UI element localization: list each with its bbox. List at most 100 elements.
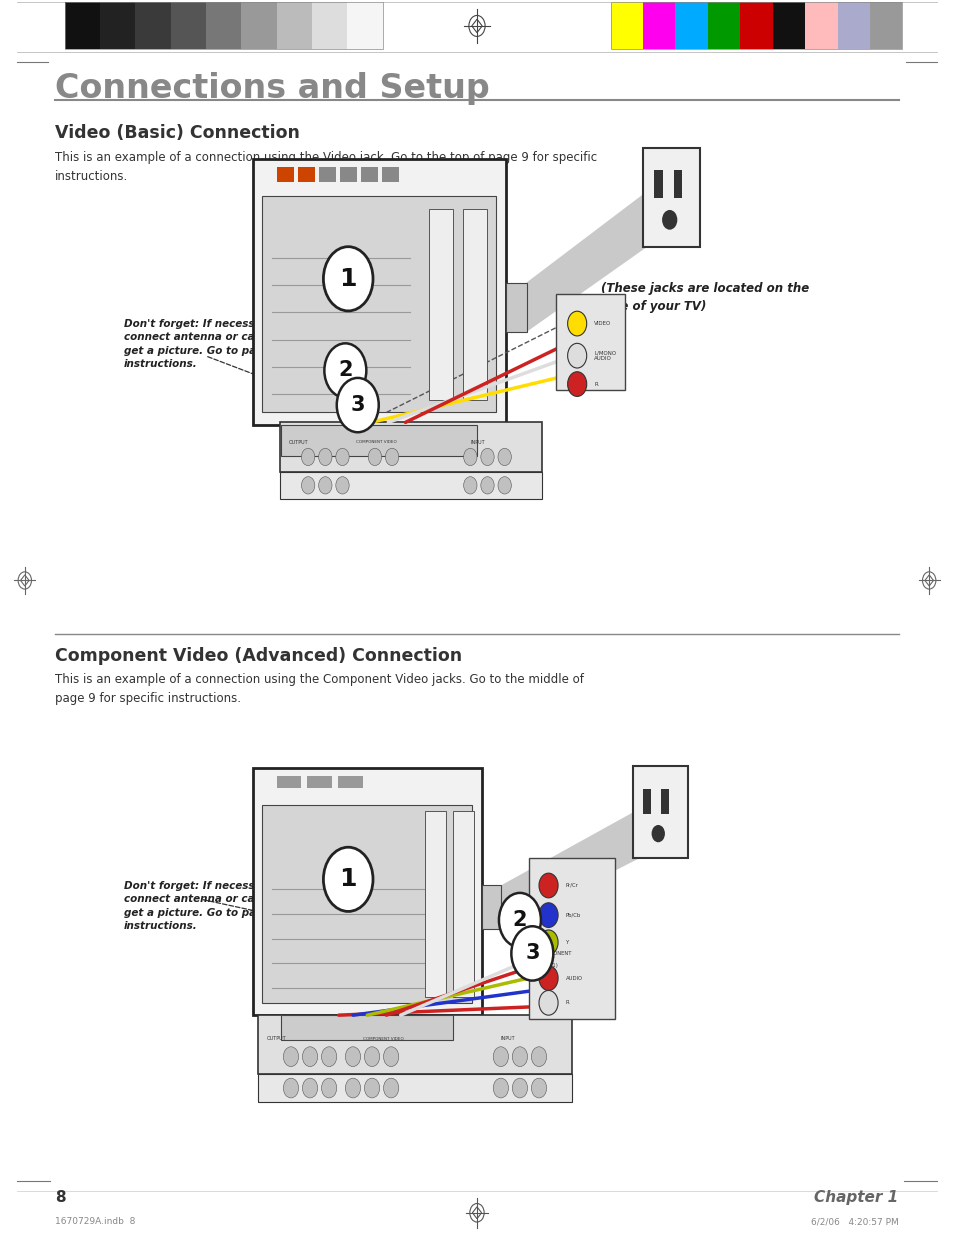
Bar — [869, 2, 902, 49]
Text: R: R — [594, 382, 598, 387]
Bar — [660, 789, 668, 814]
Bar — [312, 2, 347, 49]
Bar — [262, 196, 496, 412]
Bar — [171, 2, 206, 49]
Circle shape — [345, 1078, 360, 1098]
Bar — [257, 1015, 572, 1074]
Circle shape — [323, 847, 373, 911]
Bar — [642, 148, 700, 247]
Bar — [257, 1074, 572, 1102]
Circle shape — [497, 448, 511, 466]
Bar — [337, 776, 362, 788]
Circle shape — [497, 477, 511, 494]
Text: 8: 8 — [55, 1191, 66, 1205]
Circle shape — [512, 1078, 527, 1098]
Circle shape — [511, 926, 553, 981]
Bar — [276, 167, 294, 182]
Polygon shape — [500, 809, 639, 929]
Text: 2: 2 — [337, 361, 353, 380]
Bar — [339, 167, 356, 182]
Circle shape — [538, 966, 558, 990]
Bar — [206, 2, 241, 49]
Circle shape — [324, 343, 366, 398]
Circle shape — [318, 448, 332, 466]
Text: This is an example of a connection using the Component Video jacks. Go to the mi: This is an example of a connection using… — [55, 673, 583, 705]
Text: R: R — [565, 1000, 569, 1005]
Bar — [675, 2, 707, 49]
Circle shape — [368, 448, 381, 466]
Bar — [347, 2, 382, 49]
Text: This is an example of a connection using the Video jack. Go to the top of page 9: This is an example of a connection using… — [55, 151, 597, 183]
Bar — [281, 425, 476, 456]
Circle shape — [321, 1078, 336, 1098]
Bar — [453, 811, 474, 997]
Text: (These jacks are located on the
side of your TV): (These jacks are located on the side of … — [600, 282, 808, 312]
Circle shape — [321, 1047, 336, 1067]
Circle shape — [385, 448, 398, 466]
Bar — [707, 2, 740, 49]
Text: 1: 1 — [339, 267, 356, 290]
Text: L/MONO
AUDIO: L/MONO AUDIO — [594, 351, 616, 361]
Text: INPUT: INPUT — [500, 1036, 515, 1041]
Circle shape — [493, 1047, 508, 1067]
Circle shape — [567, 372, 586, 396]
Circle shape — [302, 1078, 317, 1098]
Text: Don't forget: If necessary,
connect antenna or cable to
get a picture. Go to pag: Don't forget: If necessary, connect ante… — [124, 881, 301, 931]
Circle shape — [335, 448, 349, 466]
Circle shape — [283, 1078, 298, 1098]
Text: Pb/Cb: Pb/Cb — [565, 913, 580, 918]
Text: 2: 2 — [512, 910, 527, 930]
Bar — [804, 2, 837, 49]
Bar — [642, 2, 675, 49]
Bar — [253, 159, 505, 425]
Circle shape — [531, 1078, 546, 1098]
Text: INPUT: INPUT — [470, 440, 484, 445]
Circle shape — [567, 311, 586, 336]
Text: Video (Basic) Connection: Video (Basic) Connection — [55, 124, 300, 142]
Bar — [424, 811, 445, 997]
Bar — [135, 2, 171, 49]
Bar — [65, 2, 100, 49]
Circle shape — [383, 1078, 398, 1098]
Bar — [65, 2, 382, 49]
Circle shape — [302, 1047, 317, 1067]
Text: COMPONENT VIDEO: COMPONENT VIDEO — [362, 1037, 403, 1041]
Text: VIDEO: VIDEO — [594, 321, 611, 326]
Bar — [100, 2, 135, 49]
Circle shape — [463, 448, 476, 466]
Circle shape — [531, 1047, 546, 1067]
Circle shape — [567, 343, 586, 368]
Bar — [642, 789, 650, 814]
Circle shape — [538, 873, 558, 898]
Text: 1670729A.indb  8: 1670729A.indb 8 — [55, 1218, 135, 1226]
Text: 3: 3 — [350, 395, 365, 415]
Circle shape — [538, 990, 558, 1015]
Bar — [276, 2, 312, 49]
Text: Y: Y — [565, 940, 568, 945]
Circle shape — [336, 378, 378, 432]
Bar — [740, 2, 772, 49]
Bar — [505, 283, 526, 332]
Circle shape — [493, 1078, 508, 1098]
Circle shape — [661, 210, 677, 230]
Bar — [837, 2, 869, 49]
Bar — [253, 768, 481, 1015]
Text: 3: 3 — [524, 944, 539, 963]
Circle shape — [318, 477, 332, 494]
Bar — [318, 167, 335, 182]
Circle shape — [323, 247, 373, 311]
Bar — [276, 776, 301, 788]
Bar — [360, 167, 377, 182]
Circle shape — [301, 477, 314, 494]
Text: Don't forget: If necessary,
connect antenna or cable to
get a picture. Go to pag: Don't forget: If necessary, connect ante… — [124, 319, 301, 369]
Circle shape — [301, 448, 314, 466]
Bar — [772, 2, 804, 49]
Bar — [610, 2, 642, 49]
Bar — [529, 858, 615, 1019]
Circle shape — [538, 903, 558, 927]
Circle shape — [364, 1047, 379, 1067]
Bar — [279, 472, 541, 499]
Text: COMPONENT VIDEO: COMPONENT VIDEO — [355, 440, 396, 445]
Bar — [654, 170, 662, 198]
Bar — [429, 209, 453, 400]
